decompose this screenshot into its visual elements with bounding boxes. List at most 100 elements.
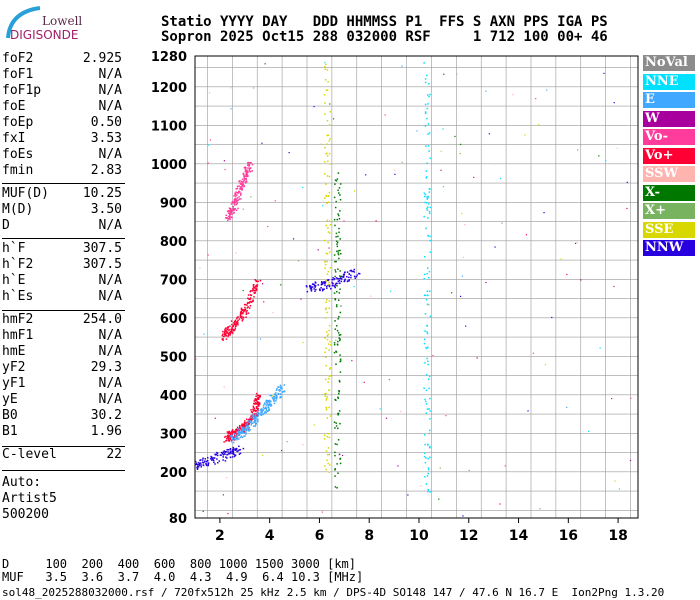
echo-point [203,461,206,463]
echo-point [277,386,279,388]
noise-point [343,220,345,222]
noise-point [629,459,632,462]
echo-point [334,283,337,286]
echo-point [328,406,330,409]
echo-point [248,307,251,309]
param-hf: h`F 307.5 [2,241,122,257]
echo-point [231,323,233,326]
echo-point [324,282,327,284]
echo-point [226,457,228,459]
echo-point [329,267,332,269]
echo-point [337,299,340,301]
echo-point [326,331,328,333]
echo-point [250,300,252,303]
echo-point [268,407,270,409]
echo-point [333,278,335,281]
param-label: yE [2,392,18,407]
echo-point [247,427,250,430]
echo-point [230,432,232,435]
noise-point [605,160,607,162]
echo-point [251,422,254,424]
echo-point [328,368,331,370]
echo-point [257,407,259,410]
echo-point [234,438,236,441]
echo-point [334,454,336,457]
echo-point [231,456,234,458]
noise-point [442,186,444,188]
echo-point [227,333,230,335]
echo-point [231,450,234,452]
divider [2,470,125,471]
echo-point [326,396,329,398]
echo-point [242,427,244,430]
noise-point [329,103,331,105]
echo-point [245,425,248,427]
echo-point [424,461,427,464]
param-value: N/A [98,392,122,407]
echo-point [251,415,253,417]
echo-point [249,417,251,419]
echo-point [227,435,229,437]
param-hmf2: hmF2 254.0 [2,312,122,328]
echo-point [225,439,228,442]
echo-point [200,466,203,468]
echo-point [337,214,340,217]
echo-point [425,145,427,147]
echo-point [325,356,327,359]
echo-point [234,435,237,438]
divider [2,310,125,311]
echo-point [337,277,340,280]
echo-point [334,206,337,209]
legend-xminus: X- [643,184,695,201]
echo-point [234,193,237,195]
echo-point [230,332,232,334]
echo-point [324,317,327,319]
echo-point [327,195,330,197]
echo-point [423,277,425,280]
echo-point [250,422,253,424]
echo-point [230,441,233,443]
echo-point [225,450,227,453]
echo-point [348,280,350,282]
param-value: N/A [98,147,122,162]
echo-point [329,367,332,369]
echo-point [335,325,338,327]
echo-point [326,143,328,145]
echo-point [336,282,338,285]
noise-point [543,212,545,214]
echo-point [267,403,269,406]
param-value: 10.25 [82,186,122,201]
echo-point [252,402,255,405]
echo-point [235,449,238,451]
echo-point [337,213,339,215]
echo-point [231,210,234,212]
echo-point [325,194,328,197]
echo-point [196,468,199,471]
echo-point [280,386,283,388]
noise-point [461,212,463,215]
echo-point [429,315,432,318]
echo-point [241,184,243,186]
param-label: M(D) [2,202,34,217]
echo-point [224,436,226,438]
param-hme: hmE N/A [2,344,122,360]
echo-point [424,103,427,106]
echo-point [429,397,431,400]
echo-point [241,186,243,188]
echo-point [224,328,226,331]
echo-point [425,298,428,301]
echo-point [325,280,328,282]
echo-point [216,458,218,460]
echo-point [234,195,237,197]
echo-point [233,322,236,325]
echo-point [283,390,286,392]
echo-point [335,180,338,182]
echo-point [343,271,346,274]
echo-point [246,422,249,425]
echo-point [248,163,251,166]
echo-point [425,201,428,204]
echo-point [200,464,202,466]
echo-point [336,250,338,253]
echo-point [231,429,234,431]
echo-point [327,160,329,163]
